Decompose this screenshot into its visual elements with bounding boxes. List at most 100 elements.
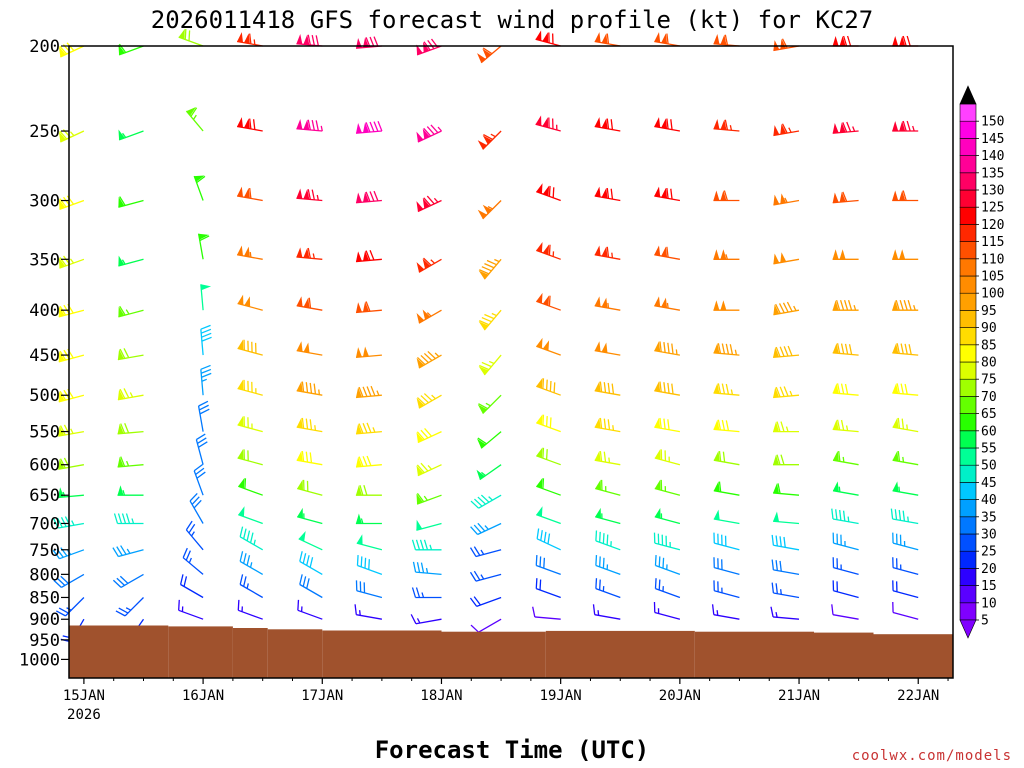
wind-barbs [52, 28, 919, 643]
y-tick-label: 650 [29, 486, 60, 506]
wind-barb [355, 121, 383, 134]
colorbar-swatch [959, 447, 977, 466]
wind-barb [890, 508, 919, 525]
colorbar-swatch [959, 138, 977, 156]
wind-barb [299, 574, 323, 599]
wind-barb [115, 597, 144, 617]
colorbar-swatch [959, 533, 977, 552]
wind-barb [713, 532, 740, 551]
wind-barb [594, 296, 621, 311]
wind-barb [118, 196, 144, 208]
wind-barb [892, 450, 919, 466]
terrain-segment [168, 626, 233, 678]
y-tick-label: 750 [29, 541, 60, 561]
wind-barb [594, 245, 621, 260]
wind-barb [112, 545, 144, 558]
wind-barb [416, 519, 442, 531]
colorbar-label: 95 [981, 304, 997, 319]
wind-barb [713, 300, 740, 311]
wind-barb [200, 284, 212, 311]
wind-barb [416, 195, 442, 213]
wind-barb [53, 573, 85, 588]
wind-barb [237, 294, 263, 311]
y-tick-label: 850 [29, 588, 60, 608]
wind-barb [711, 604, 740, 620]
time-axis: 15JAN 2026 16JAN 17JAN 18JAN 19JAN 20JAN 21JAN 2… [63, 678, 949, 723]
wind-barb [299, 551, 323, 575]
wind-barb [411, 587, 442, 599]
y-tick-label: 700 [29, 514, 60, 534]
wind-barb [193, 175, 206, 201]
wind-barb [535, 578, 561, 599]
wind-barb [118, 255, 144, 267]
colorbar-label: 20 [981, 562, 997, 577]
y-tick-label: 600 [29, 456, 60, 476]
wind-barb [536, 447, 561, 466]
colorbar-label: 75 [981, 373, 997, 388]
wind-barb [536, 506, 561, 525]
wind-barb [238, 477, 263, 496]
wind-barb [773, 123, 800, 137]
wind-barb [58, 457, 85, 470]
x-tick-label: 17JAN [301, 688, 343, 704]
colorbar-swatch [959, 189, 977, 208]
wind-barb [595, 507, 621, 525]
colorbar-swatch [959, 206, 977, 225]
wind-barb [713, 249, 740, 260]
wind-barb [832, 419, 859, 433]
wind-barb [713, 450, 740, 466]
wind-barb [832, 300, 859, 311]
colorbar-label: 105 [981, 270, 1004, 285]
wind-barb [193, 464, 206, 496]
wind-barb [197, 233, 210, 260]
wind-barb [594, 341, 621, 356]
chart-title: 2026011418 GFS forecast wind profile (kt… [151, 6, 873, 34]
wind-barb [355, 250, 382, 263]
terrain-segment [441, 631, 546, 678]
colorbar-label: 145 [981, 132, 1004, 147]
wind-barb [239, 574, 264, 599]
wind-barb [832, 450, 859, 466]
colorbar-swatch [959, 413, 977, 432]
wind-barb [470, 522, 502, 536]
wind-barb [594, 32, 621, 47]
wind-barb [117, 348, 144, 361]
wind-barb [832, 35, 859, 47]
colorbar-label: 40 [981, 493, 997, 508]
wind-barb [237, 339, 263, 356]
wind-barb [654, 578, 681, 599]
wind-barb [892, 481, 919, 496]
wind-barb [773, 483, 800, 496]
y-tick-label: 200 [29, 37, 60, 57]
wind-barb [58, 195, 85, 211]
wind-barb [654, 417, 681, 433]
wind-barb [117, 388, 144, 401]
wind-barb [200, 364, 212, 396]
wind-barb [713, 34, 740, 47]
terrain-segment [813, 632, 874, 678]
colorbar-swatch [959, 516, 977, 535]
wind-barb [296, 381, 323, 396]
colorbar-label: 5 [981, 614, 989, 629]
wind-barb [477, 431, 502, 449]
wind-barb [592, 604, 621, 620]
wind-barb [296, 417, 323, 433]
wind-barb [297, 599, 323, 620]
wind-barb [892, 35, 919, 47]
terrain-segment [69, 625, 169, 678]
wind-barb [713, 119, 740, 132]
wind-barb [831, 604, 859, 620]
colorbar-swatch [959, 602, 977, 621]
wind-barb [118, 129, 144, 141]
plot-frame [68, 45, 954, 679]
wind-barb [654, 341, 681, 356]
colorbar-label: 50 [981, 459, 997, 474]
wind-barb [355, 190, 382, 204]
wind-barb [470, 618, 502, 633]
wind-barb [200, 324, 212, 356]
wind-barb [535, 30, 561, 47]
wind-barb [296, 296, 323, 311]
colorbar-swatch [959, 103, 977, 122]
wind-barb [478, 309, 502, 331]
